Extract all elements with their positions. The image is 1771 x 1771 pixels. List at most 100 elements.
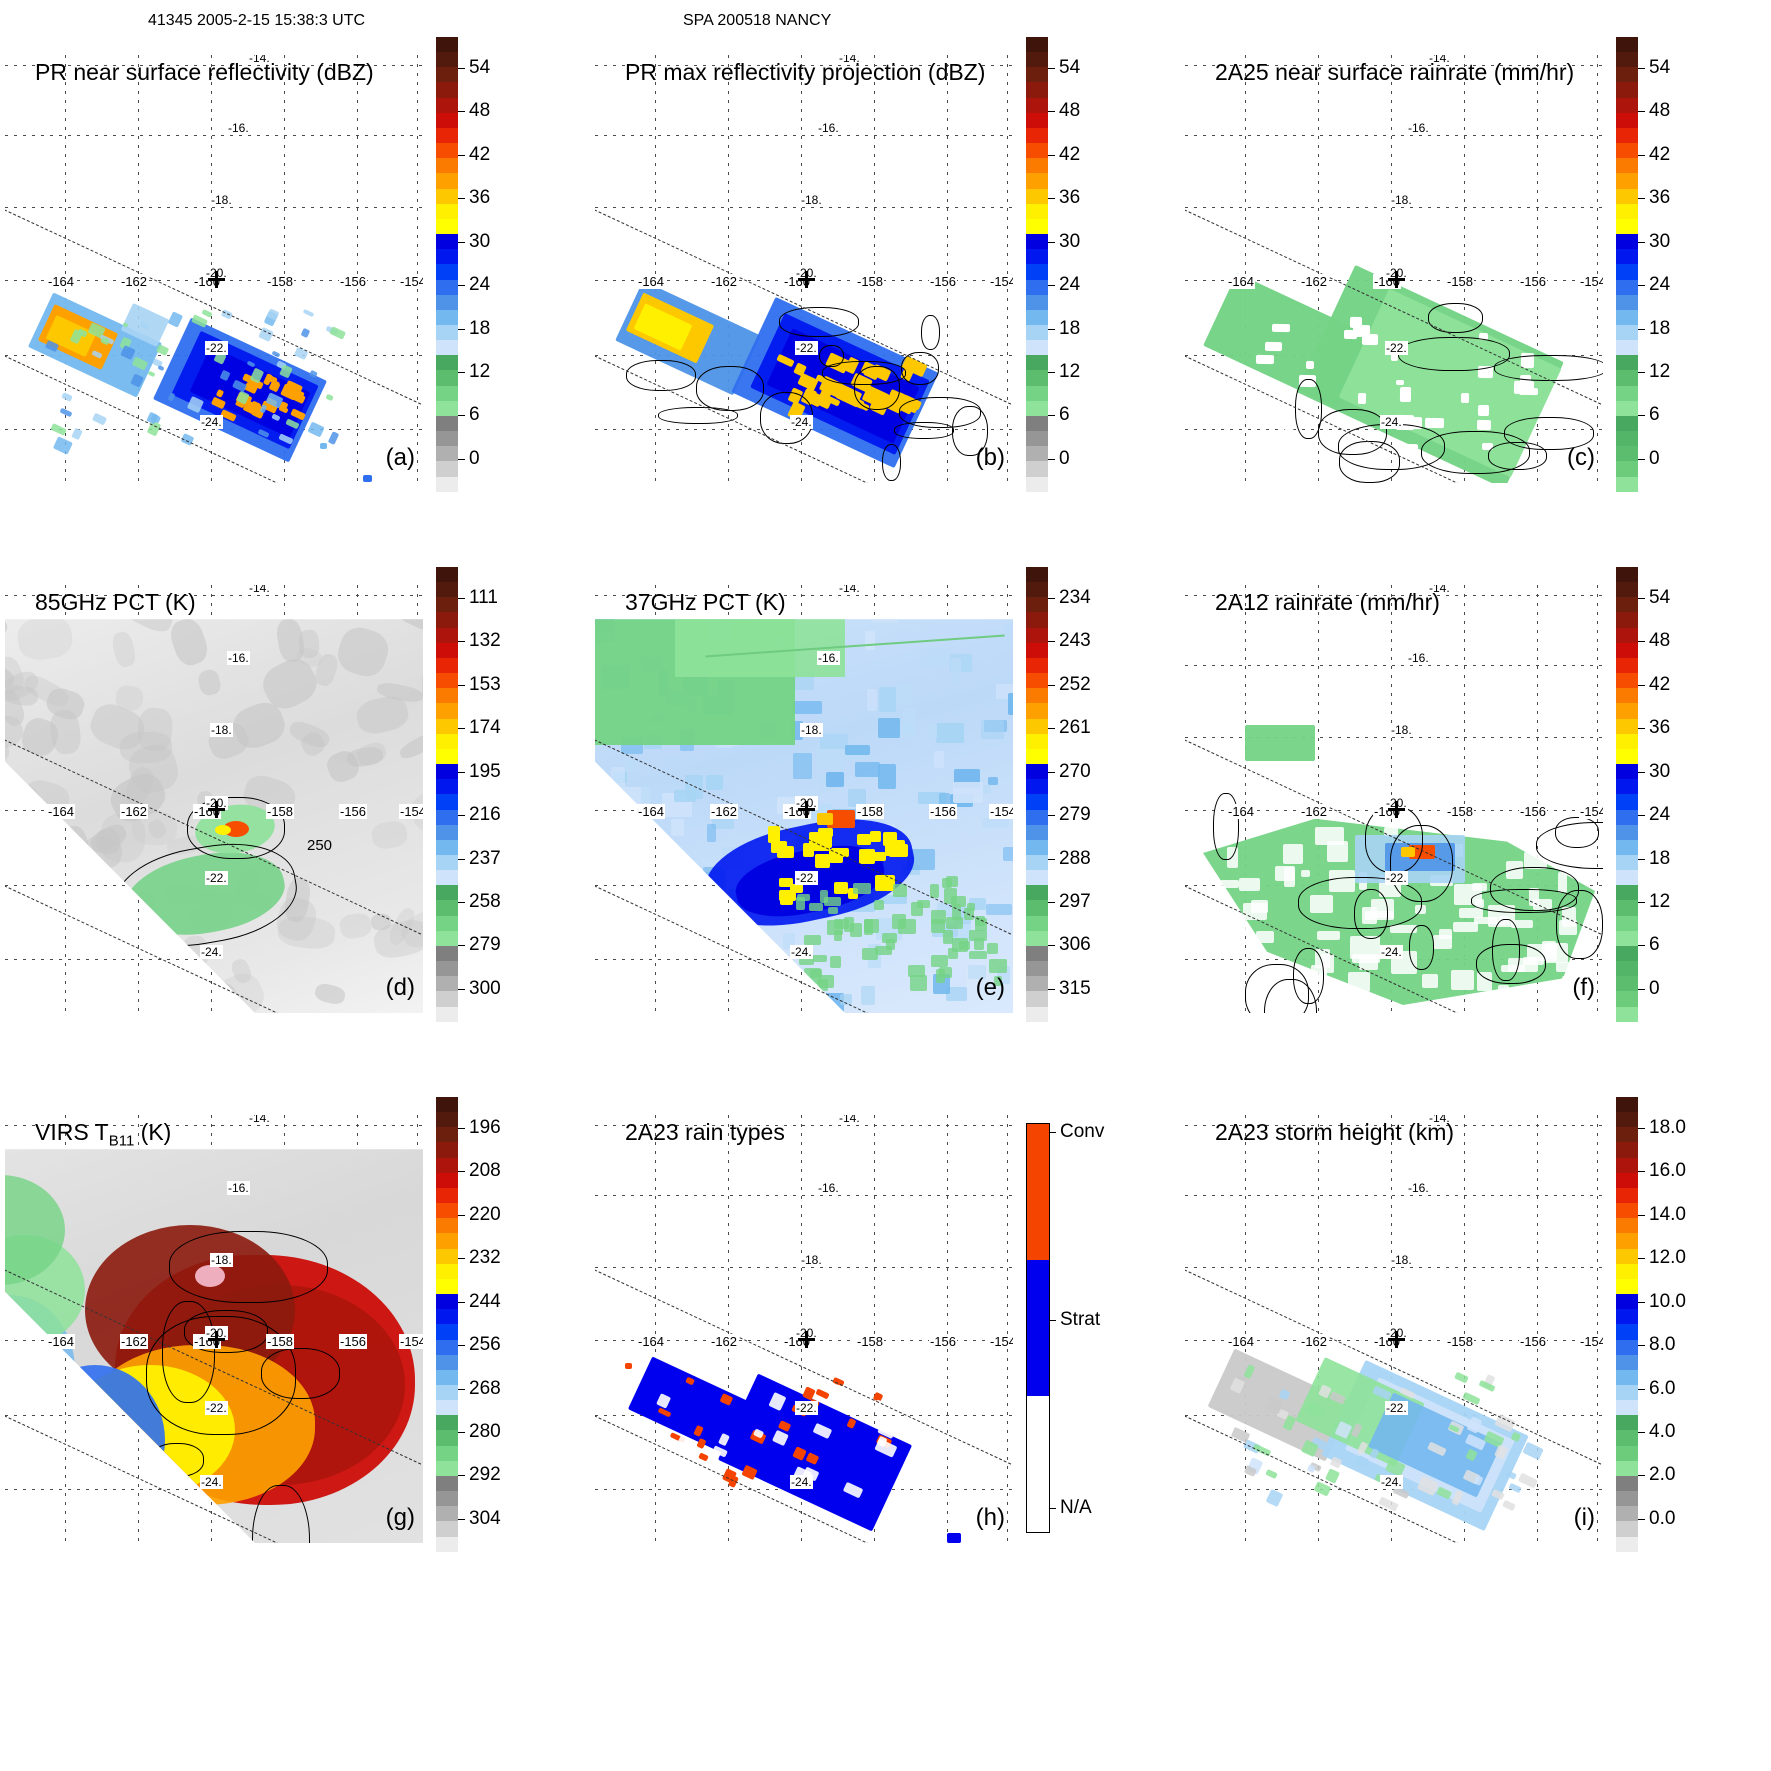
tb-cell [706, 823, 717, 843]
colorbar-tick-label: 12 [1649, 890, 1671, 912]
lat-gridline [595, 595, 1013, 596]
colorbar-segment [436, 188, 458, 204]
panel-letter: (d) [385, 974, 415, 1001]
green-speck [795, 896, 806, 910]
lon-tick-label: -164 [637, 274, 666, 289]
pr-swath [595, 55, 1013, 483]
colorbar-segment [1026, 158, 1048, 174]
storm-center-marker [208, 801, 225, 818]
rain-hole [1461, 393, 1470, 404]
colorbar-segment [1026, 264, 1048, 280]
colorbar-tick-label: 36 [469, 187, 491, 209]
map-area[interactable]: -164 -162 -160 -158 -156 -154 -14. -16. -18. -20.… [1185, 585, 1603, 1013]
colorbar-segment [1026, 1006, 1048, 1022]
green-speck [823, 896, 841, 907]
map-area[interactable]: -164 -162 -160 -158 -156 -154 -14. -16. -18. -20.… [1185, 1115, 1603, 1543]
map-area[interactable]: -164 -162 -160 -158 -156 -154 -14. -16. -18. -20.… [595, 55, 1013, 483]
colorbar-tick-label: 304 [469, 1507, 501, 1529]
colorbar-segment [1026, 839, 1048, 855]
colorbar-tick [458, 371, 465, 373]
colorbar-tick [1638, 988, 1645, 990]
lon-tick-label: -154 [399, 274, 423, 289]
colorbar-tick [458, 1388, 465, 1390]
lon-tick-label: -162 [1300, 804, 1329, 819]
colorbar-segment [436, 1127, 458, 1143]
lon-tick-label: -164 [1227, 1334, 1256, 1349]
cloud-cell [10, 822, 71, 876]
colorbar-segment [1616, 1142, 1638, 1158]
colorbar-tick-label: 0.0 [1649, 1507, 1676, 1529]
lon-tick-label: -162 [120, 804, 149, 819]
tb-cell [878, 894, 908, 905]
cloud-cell [333, 622, 394, 681]
colorbar-tick [1048, 815, 1055, 817]
contour-label: 250 [307, 837, 333, 854]
green-speck [988, 958, 1007, 973]
panel-i: -164 -162 -160 -158 -156 -154 -14. -16. -18. -20.… [1185, 1085, 1686, 1552]
colorbar-segment [436, 1187, 458, 1204]
rain-hole [1514, 381, 1535, 395]
rain-contour [1489, 867, 1580, 912]
colorbar-tick [458, 1171, 465, 1173]
colorbar-segment [436, 1536, 458, 1552]
green-speck [881, 933, 897, 944]
colorbar-tick-label: 12 [1649, 360, 1671, 382]
colorbar-segment [436, 915, 458, 931]
colorbar-segment [436, 1324, 458, 1340]
colorbar-segment [1026, 733, 1048, 749]
tb-cell [793, 753, 812, 779]
map-area[interactable]: 250 -164 -162 -160 -158 -156 -154 -14. -16. -18. -… [5, 585, 423, 1013]
green-speck [938, 966, 953, 979]
cloud-cell [5, 619, 11, 640]
lon-tick-label: -158 [266, 804, 295, 819]
storm-center-marker [1388, 1331, 1405, 1348]
colorbar-segment [1616, 870, 1638, 886]
tb-cell [926, 722, 938, 739]
colorbar-segment [1616, 657, 1638, 674]
colorbar-segment [436, 218, 458, 235]
colorbar-segment [1026, 657, 1048, 674]
refl-cell [59, 407, 73, 418]
colorbar-segment [1616, 97, 1638, 113]
colorbar-tick [1638, 901, 1645, 903]
tb-cell [791, 701, 823, 714]
green-speck [833, 929, 842, 941]
colorbar-segment [436, 1384, 458, 1401]
colorbar-tick-label: 30 [1649, 760, 1671, 782]
tb-cell [595, 928, 601, 942]
colorbar-segment [1026, 234, 1048, 250]
tb-cell [633, 870, 658, 891]
colorbar-tick [1638, 728, 1645, 730]
colorbar-tick-label: 30 [1649, 230, 1671, 252]
map-area[interactable]: -164 -162 -160 -158 -156 -154 -14. -16. -18. -20.… [595, 585, 1013, 1013]
colorbar-segment [1616, 203, 1638, 219]
colorbar-segment [1026, 218, 1048, 235]
lat-tick-label: -14. [838, 585, 861, 595]
green-speck [850, 923, 863, 937]
colorbar-segment [1616, 1006, 1638, 1022]
colorbar-tick-label: Strat [1060, 1308, 1101, 1330]
colorbar-segment [436, 673, 458, 689]
colorbar-segment [1026, 385, 1048, 401]
colorbar-segment [1616, 385, 1638, 401]
colorbar-segment [1616, 446, 1638, 462]
colorbar-tick-label: 288 [1059, 847, 1091, 869]
map-area[interactable]: -164 -162 -160 -158 -156 -154 -14. -16. -18. -20.… [1185, 55, 1603, 483]
colorbar-segment [1616, 854, 1638, 871]
lat-tick-label: -18. [800, 1253, 823, 1267]
cloud-cell [276, 913, 337, 951]
map-area[interactable]: -164 -162 -160 -158 -156 -154 -14. -16. -18. -20.… [5, 55, 423, 483]
colorbar-tick [458, 684, 465, 686]
ice-core [870, 831, 881, 842]
contour-250K [187, 797, 285, 859]
colorbar-tick [458, 328, 465, 330]
map-area[interactable]: -164 -162 -160 -158 -156 -154 -14. -16. -18. -20.… [595, 1115, 1013, 1543]
colorbar: 54 48 42 36 30 24 18 12 6 0 [1616, 567, 1670, 1022]
lon-tick-label: -154 [989, 274, 1013, 289]
colorbar-tick-label: 300 [469, 977, 501, 999]
refl-contour [695, 365, 764, 411]
green-speck [809, 902, 824, 911]
colorbar-tick-label: 111 [469, 586, 498, 608]
map-area[interactable]: -164 -162 -160 -158 -156 -154 -14. -16. -18. -20.… [5, 1115, 423, 1543]
lat-tick-label: -18. [1390, 1253, 1413, 1267]
